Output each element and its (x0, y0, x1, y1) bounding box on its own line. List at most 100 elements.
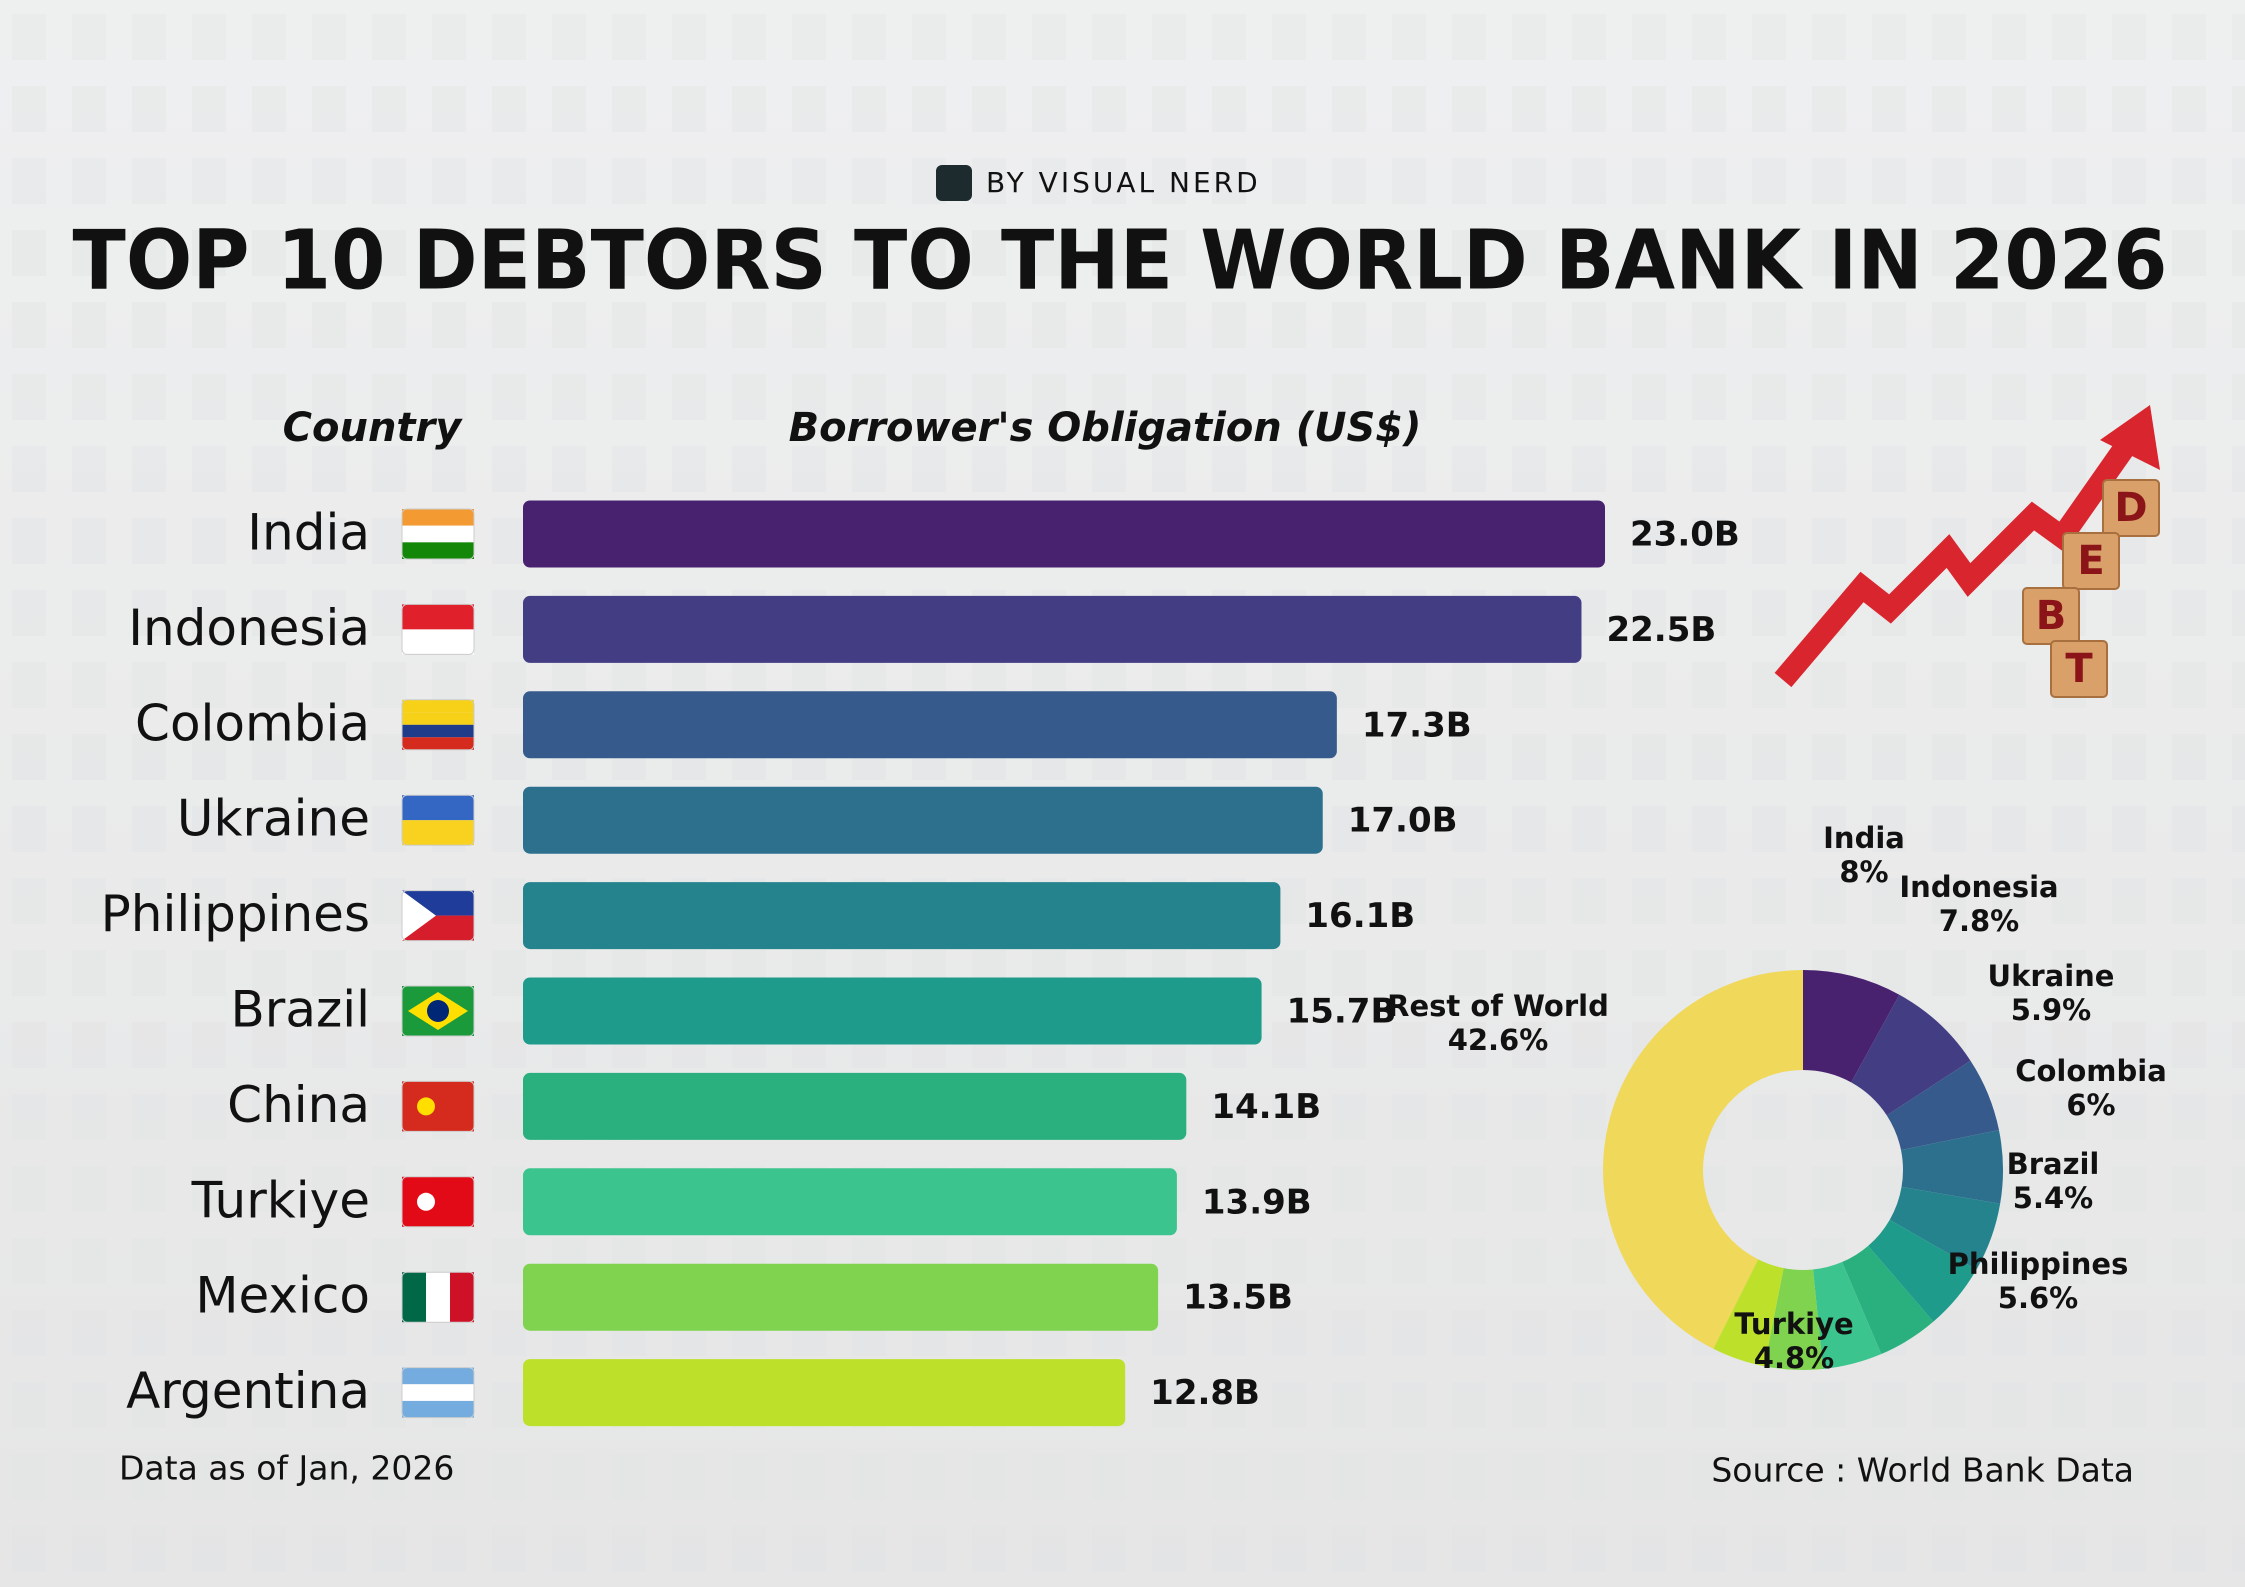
flag (401, 985, 475, 1037)
flag-stripe (402, 1367, 474, 1385)
value-label: 16.1B (1305, 896, 1415, 936)
bar (523, 500, 1605, 568)
category-label: Mexico (195, 1267, 370, 1325)
flag-stripe (402, 629, 474, 655)
slice-label: Brazil (2007, 1147, 2100, 1181)
slice-value: 5.4% (2013, 1181, 2093, 1215)
category-label: Turkiye (191, 1171, 370, 1229)
flag-stripe (402, 1400, 474, 1418)
brand: BY VISUAL NERD (986, 166, 1261, 199)
bar (523, 1168, 1177, 1236)
donut-slice (1603, 970, 1803, 1349)
flag-border (401, 1176, 475, 1228)
slice-label: Ukraine (1988, 959, 2115, 993)
flag (401, 1271, 475, 1323)
flag (401, 603, 475, 655)
bar (523, 786, 1323, 854)
arrow (1774, 433, 2140, 688)
slice-label: Rest of World (1387, 989, 1609, 1023)
flag-emblem (417, 1097, 435, 1116)
value-header: Borrower's Obligation (US$) (789, 405, 1422, 451)
flag-border (401, 1080, 475, 1132)
debt-illustration: DEBT (1774, 405, 2160, 698)
bar (523, 882, 1281, 950)
flag-border (401, 1271, 475, 1323)
flag-border (401, 890, 475, 942)
arrow-head (2100, 405, 2160, 470)
category-label: Argentina (126, 1362, 370, 1420)
flag-stripe (402, 724, 474, 738)
donut-slice (1813, 1262, 1882, 1369)
donut-slice (1900, 1130, 2003, 1204)
letter-block (2062, 532, 2120, 590)
category-label: Colombia (135, 694, 370, 752)
letter-block (2102, 479, 2160, 537)
flag (401, 1080, 475, 1132)
category-label: Philippines (101, 885, 370, 943)
flag-border (401, 794, 475, 846)
source: Source : World Bank Data (1711, 1451, 2134, 1490)
block-letter: D (2114, 485, 2147, 531)
bar (523, 595, 1582, 663)
category-label: Indonesia (128, 599, 370, 657)
flag (401, 1367, 475, 1419)
flag-emblem (402, 890, 436, 941)
slice-label: Colombia (2015, 1054, 2167, 1088)
letter-block (2050, 640, 2108, 698)
value-label: 17.3B (1362, 705, 1472, 745)
donut-slice (1713, 1259, 1784, 1367)
value-label: 15.7B (1287, 992, 1397, 1032)
flag-stripe (402, 1176, 474, 1227)
flag-stripe (402, 737, 474, 750)
flag-stripe (402, 604, 474, 630)
flag-stripe (402, 1272, 426, 1323)
bar (523, 977, 1262, 1045)
donut-slice (1886, 1060, 1999, 1151)
slice-label: Indonesia (1899, 870, 2058, 904)
category-header: Country (283, 405, 464, 451)
flag-border (401, 508, 475, 560)
value-label: 12.8B (1150, 1373, 1260, 1413)
donut-slice (1803, 970, 1900, 1083)
slice-value: 42.6% (1448, 1023, 1549, 1057)
flag-stripe (402, 525, 474, 543)
flag-border (401, 1367, 475, 1419)
slice-value: 8% (1839, 855, 1888, 889)
category-label: China (227, 1076, 370, 1134)
value-label: 13.5B (1183, 1278, 1293, 1318)
flag-stripe (402, 712, 474, 725)
flag-stripe (402, 509, 474, 526)
slice-label: India (1823, 821, 1905, 855)
category-label: India (247, 504, 370, 562)
footnote: Data as of Jan, 2026 (119, 1449, 454, 1488)
flag (401, 890, 475, 942)
flag (401, 1176, 475, 1228)
donut-slice (1889, 1186, 2001, 1270)
bar (523, 691, 1337, 759)
flag-stripe (426, 1272, 450, 1323)
slice-label: Turkiye (1734, 1307, 1853, 1341)
flag-stripe (402, 795, 474, 821)
bar (523, 1359, 1126, 1427)
bar (523, 1263, 1159, 1331)
donut-slice (1868, 1219, 1977, 1322)
slice-value: 5.9% (2011, 993, 2091, 1027)
flag (401, 699, 475, 751)
block-letter: E (2077, 538, 2104, 584)
flag-border (401, 699, 475, 751)
slice-label: Philippines (1948, 1247, 2129, 1281)
value-label: 17.0B (1348, 801, 1458, 841)
flag-stripe (450, 1272, 474, 1323)
flag (401, 508, 475, 560)
flag-stripe (402, 699, 474, 713)
flag-stripe (402, 820, 474, 846)
category-label: Ukraine (177, 790, 370, 848)
value-label: 13.9B (1202, 1182, 1312, 1222)
value-label: 14.1B (1211, 1087, 1321, 1127)
block-letter: B (2036, 593, 2067, 639)
donut-slice (1764, 1268, 1824, 1370)
donut-slice (1851, 994, 1971, 1116)
flag-border (401, 985, 475, 1037)
flag (401, 794, 475, 846)
